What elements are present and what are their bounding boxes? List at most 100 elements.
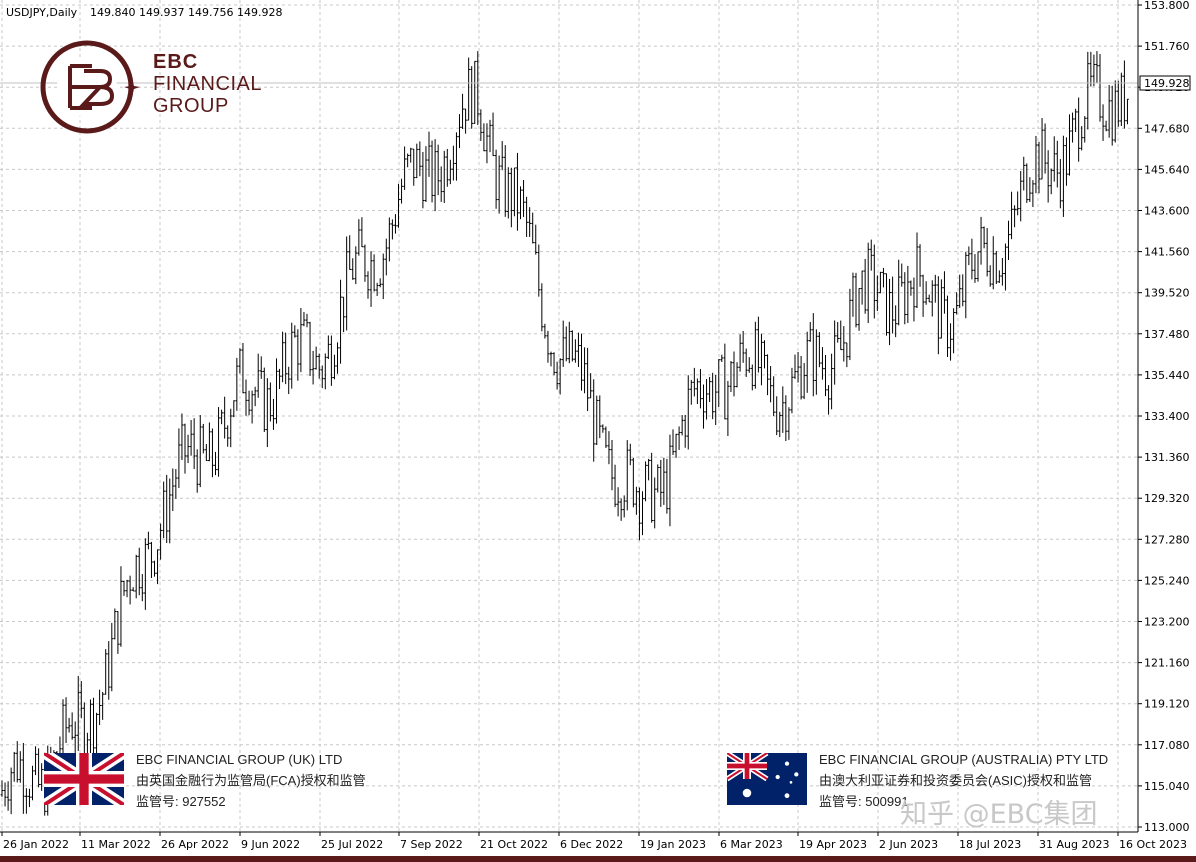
ohlc-bar [284,332,288,385]
ohlc-bar [1022,156,1026,191]
ohlc-bar [281,331,284,383]
ohlc-bar [906,265,910,323]
ohlc-bar [506,167,510,219]
ohlc-bar [988,265,992,287]
ohlc-bar [802,363,806,400]
ohlc-bar [567,321,571,364]
ebc-logo: EBC FINANCIAL GROUP [40,36,280,136]
ohlc-bar [412,148,416,186]
ohlc-bar [415,143,419,179]
ohlc-bar [577,332,580,367]
ohlc-bar [1116,80,1120,127]
ohlc-bar [827,385,830,415]
ohlc-bar [778,411,782,438]
y-tick-label: 143.600 [1144,205,1190,218]
ohlc-bar [537,244,541,297]
ohlc-bar [28,788,31,808]
ohlc-bar [787,407,791,440]
ohlc-bar [128,575,132,605]
ohlc-bar [757,316,760,373]
ohlc-bar [1001,257,1004,286]
ohlc-bar [570,330,574,362]
ohlc-bar [1055,140,1059,188]
ohlc-bar [540,283,544,332]
x-tick-label: 25 Jul 2022 [321,838,383,851]
ohlc-bar [452,145,455,181]
ohlc-bar [818,332,821,368]
ohlc-bar [238,348,242,374]
ohlc-bar [842,326,846,362]
ohlc-bar [1098,53,1102,122]
ohlc-bar [226,425,230,447]
ohlc-bar [1004,243,1007,291]
ohlc-bar [1113,80,1117,143]
ohlc-bar [912,277,916,322]
ohlc-bar [976,251,980,282]
ohlc-bar [323,353,327,390]
ohlc-bar [891,276,894,334]
ohlc-bar [165,474,169,544]
ohlc-bar [836,321,840,343]
ohlc-bar [464,108,467,134]
ohlc-bar [0,780,4,797]
ohlc-bar [189,420,193,456]
ohlc-bar [689,379,693,405]
x-tick-label: 21 Oct 2022 [480,838,548,851]
ohlc-bar [982,226,986,249]
ohlc-bar [122,580,126,596]
ohlc-bar [1077,97,1081,162]
ohlc-bar [1123,60,1126,129]
ohlc-bar [775,396,779,436]
ohlc-bar [18,751,22,783]
x-tick-label: 7 Sep 2022 [400,838,463,851]
ohlc-bar [147,531,150,550]
ohlc-bar [921,274,925,317]
y-tick-label: 147.680 [1144,122,1190,135]
ohlc-bar [848,288,852,361]
ohlc-bar [1065,137,1068,186]
ohlc-bar [461,93,464,129]
ohlc-bar [845,342,849,368]
ohlc-bar [1107,85,1111,138]
ohlc-bar [296,329,300,381]
ohlc-bar [180,413,184,461]
y-tick-label: 137.480 [1144,328,1190,341]
ohlc-bar [61,699,65,757]
ohlc-bar [729,360,733,392]
ohlc-bar [726,380,730,437]
ohlc-bar [1052,136,1056,182]
ohlc-bar [360,217,364,248]
ohlc-bar [659,459,663,507]
ohlc-bar [814,329,818,395]
ohlc-bar [333,354,336,380]
ohlc-bar [595,395,599,445]
ohlc-bar [534,224,538,255]
ohlc-bar [903,272,907,325]
ohlc-bar [558,358,562,395]
ohlc-bar [192,418,196,470]
ohlc-bar [214,451,217,476]
ohlc-bar [735,362,739,388]
y-tick-label: 151.760 [1144,40,1190,53]
ohlc-bar [232,400,236,418]
ohlc-bar [994,250,998,284]
y-tick-label: 131.360 [1144,451,1190,464]
ohlc-bar [936,276,940,355]
ohlc-bar [714,374,718,426]
ohlc-bar [241,342,245,394]
ohlc-bar [265,378,269,448]
x-tick-label: 16 Oct 2023 [1119,838,1187,851]
ohlc-bar [955,292,959,315]
ohlc-bar [473,60,477,124]
ohlc-bar [641,491,644,536]
ohlc-bar [89,699,92,758]
ohlc-bar [970,238,974,280]
ohlc-bar [342,296,345,333]
ohlc-bar [317,353,321,379]
ohlc-bar [1037,141,1041,194]
y-tick-label: 113.000 [1144,821,1190,834]
x-tick-label: 26 Apr 2022 [161,838,229,851]
ohlc-bar [448,159,452,185]
ohlc-bar [589,373,593,399]
